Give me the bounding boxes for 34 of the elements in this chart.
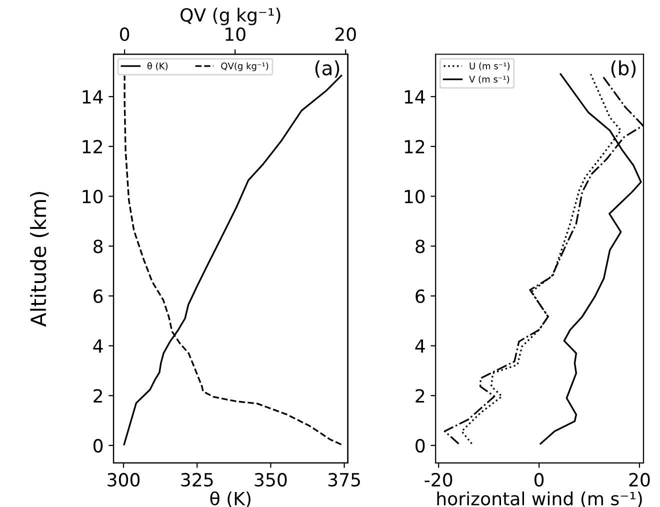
y-tick-label: 6 — [416, 289, 425, 304]
x2-axis-title: QV (g kg⁻¹) — [180, 8, 280, 26]
y-tick-label: 2 — [94, 389, 102, 402]
y-tick-label: 14 — [404, 90, 425, 104]
legend-label: U (m s⁻¹) — [470, 62, 510, 70]
legend-label: θ (K) — [147, 62, 168, 70]
y-tick-label: 0 — [416, 438, 425, 453]
y-tick-label: 4 — [93, 339, 103, 353]
y-tick-label: 2 — [416, 389, 424, 402]
y-tick-label: 0 — [94, 438, 103, 453]
x-tick-label: -20 — [424, 472, 452, 487]
x-tick-label: 325 — [181, 472, 213, 487]
y-tick-label: 8 — [94, 240, 103, 254]
y-tick-label: 6 — [94, 289, 103, 304]
annotation: (b) — [611, 60, 636, 78]
x2-tick-label: 10 — [226, 27, 246, 42]
x-tick-label: 0 — [534, 472, 544, 487]
y-tick-label: 12 — [82, 140, 102, 154]
y-tick-label: 4 — [415, 339, 425, 353]
x-tick-label: 20 — [629, 472, 650, 487]
y-tick-label: 10 — [82, 190, 103, 204]
y-tick-label: 12 — [404, 140, 424, 154]
annotation: (a) — [315, 60, 340, 78]
x2-tick-label: 20 — [335, 27, 356, 42]
x2-tick-label: 0 — [120, 27, 130, 42]
y-tick-label: 8 — [416, 240, 425, 254]
y-axis-title: Altitude (km) — [30, 192, 49, 327]
x-tick-label: 375 — [328, 472, 360, 487]
legend-label: V (m s⁻¹) — [469, 76, 510, 84]
x-tick-label: 300 — [108, 472, 140, 487]
x-tick-label: 350 — [254, 472, 287, 487]
y-tick-label: 14 — [82, 90, 103, 104]
y-tick-label: 10 — [404, 190, 425, 204]
legend-label: QV(g kg⁻¹) — [221, 62, 268, 72]
